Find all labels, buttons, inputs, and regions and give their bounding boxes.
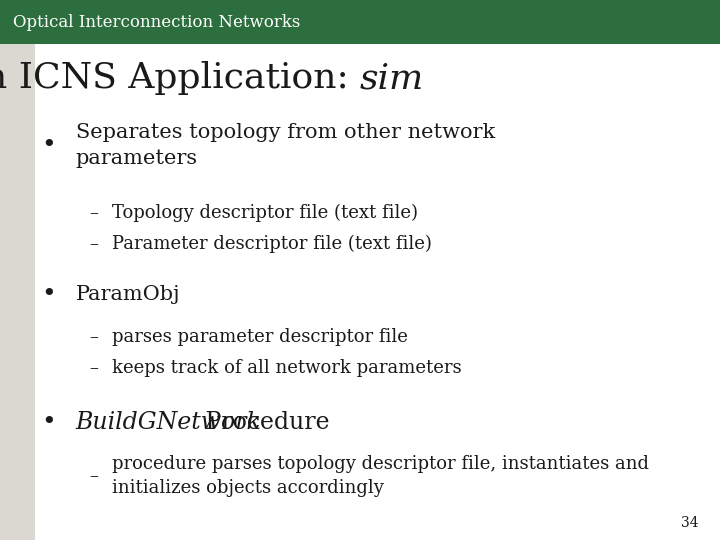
- Text: –: –: [89, 204, 98, 222]
- Text: Parameter descriptor file (text file): Parameter descriptor file (text file): [112, 235, 431, 253]
- Text: keeps track of all network parameters: keeps track of all network parameters: [112, 359, 462, 377]
- Text: procedure parses topology descriptor file, instantiates and
initializes objects : procedure parses topology descriptor fil…: [112, 455, 649, 497]
- Text: –: –: [89, 359, 98, 377]
- Text: –: –: [89, 467, 98, 485]
- Text: sim: sim: [360, 62, 424, 95]
- Text: BuildGNetwork: BuildGNetwork: [76, 411, 261, 434]
- Text: –: –: [89, 328, 98, 347]
- Text: An ICNS Application:: An ICNS Application:: [0, 62, 360, 95]
- Text: parses parameter descriptor file: parses parameter descriptor file: [112, 328, 408, 347]
- Text: 34: 34: [681, 516, 698, 530]
- Text: ParamObj: ParamObj: [76, 285, 180, 304]
- Text: •: •: [42, 283, 56, 306]
- Text: Topology descriptor file (text file): Topology descriptor file (text file): [112, 204, 418, 222]
- Text: Procedure: Procedure: [198, 411, 330, 434]
- Text: Separates topology from other network
parameters: Separates topology from other network pa…: [76, 124, 495, 168]
- FancyBboxPatch shape: [0, 44, 35, 540]
- Text: •: •: [42, 134, 56, 157]
- FancyBboxPatch shape: [0, 0, 720, 44]
- Text: –: –: [89, 235, 98, 253]
- Text: Optical Interconnection Networks: Optical Interconnection Networks: [13, 14, 300, 31]
- FancyBboxPatch shape: [35, 44, 720, 540]
- Text: •: •: [42, 411, 56, 434]
